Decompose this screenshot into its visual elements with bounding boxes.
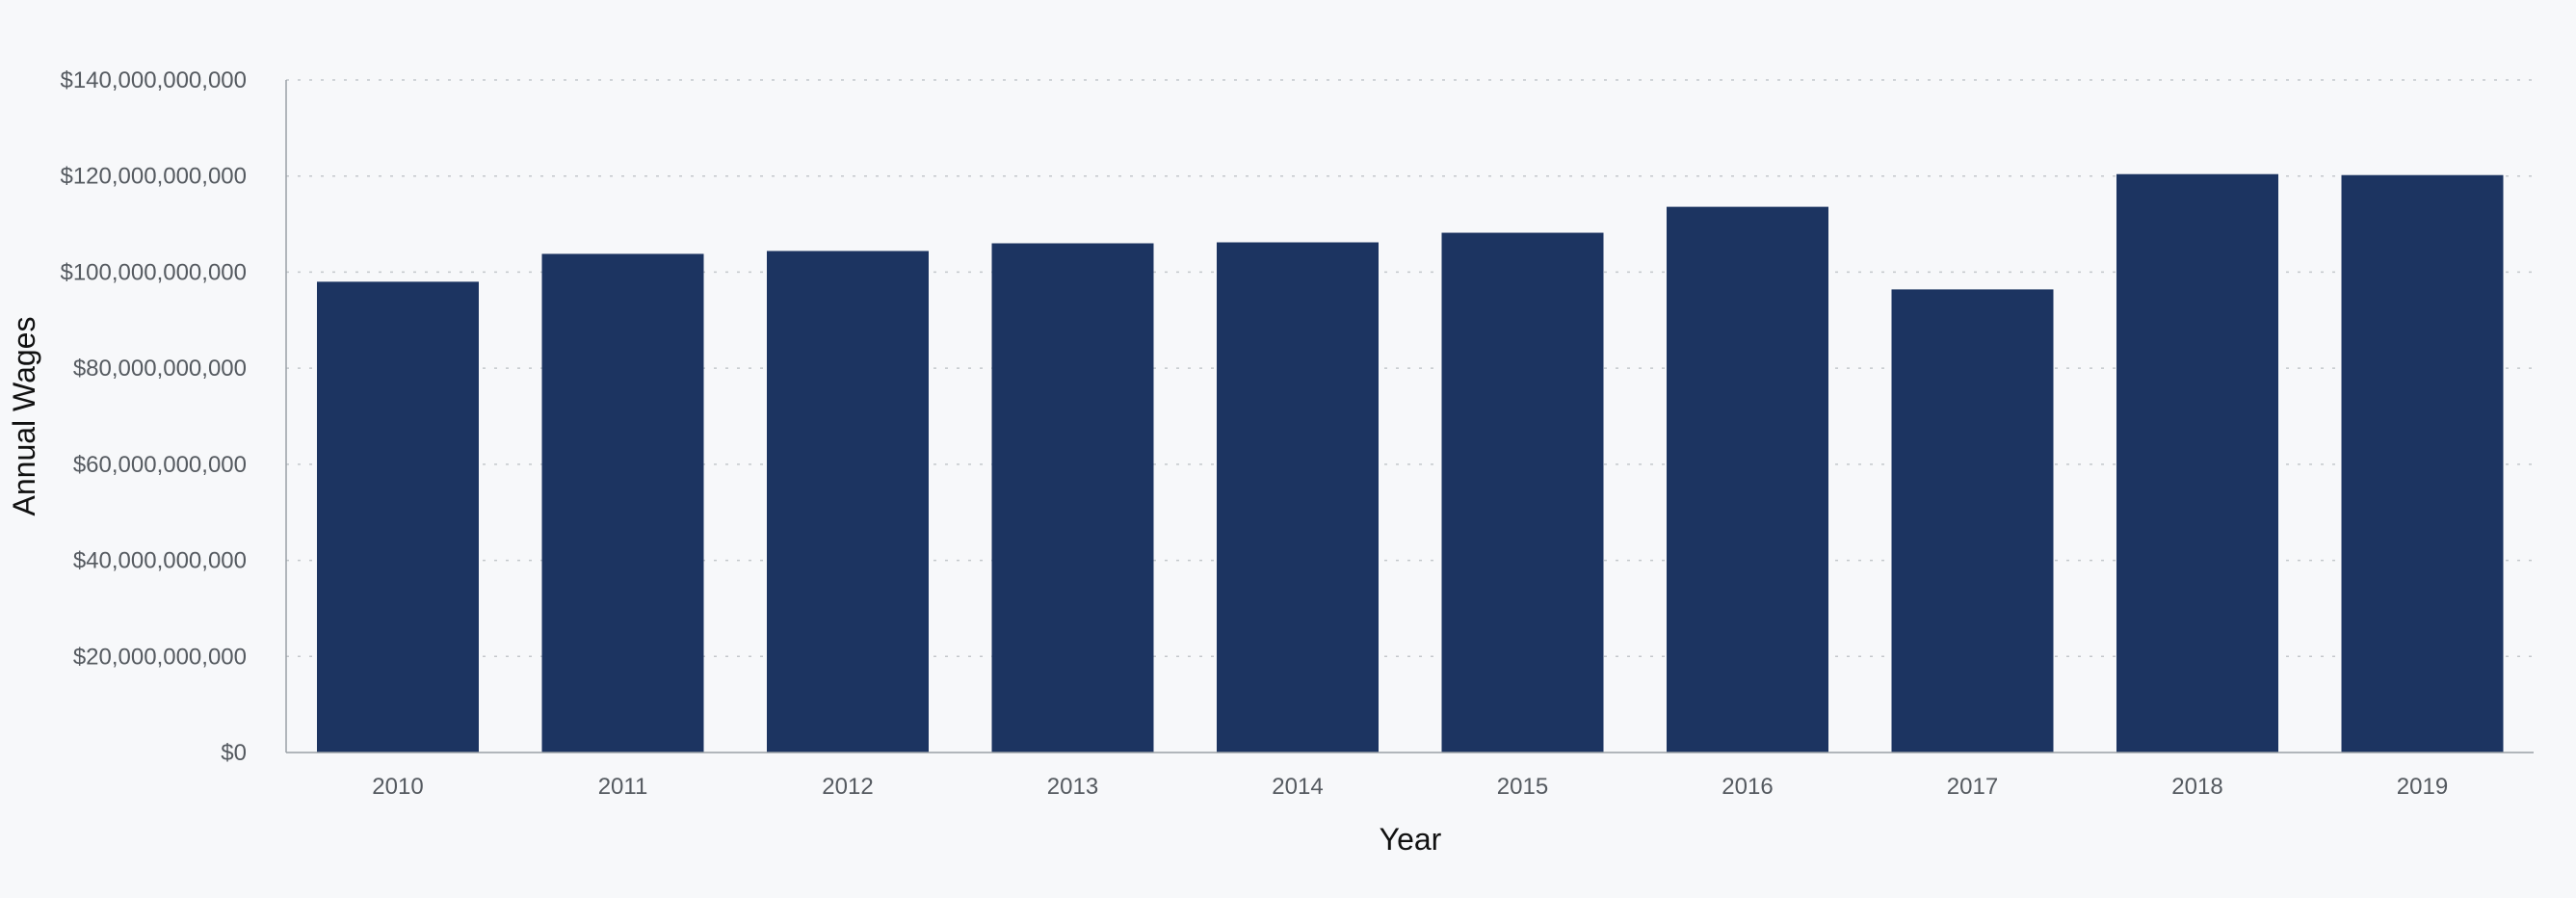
bar-2018[interactable] <box>2116 173 2278 753</box>
y-tick-label: $140,000,000,000 <box>60 67 247 93</box>
y-tick-label: $0 <box>221 740 247 766</box>
bar-2015[interactable] <box>1441 232 1604 753</box>
x-tick-label: 2016 <box>1722 774 1773 800</box>
bar-2012[interactable] <box>767 251 929 753</box>
bar-2014[interactable] <box>1217 242 1379 753</box>
y-tick-label: $120,000,000,000 <box>60 164 247 190</box>
bar-2017[interactable] <box>1891 289 2054 753</box>
bar-2013[interactable] <box>991 243 1154 753</box>
bar-2016[interactable] <box>1667 206 1828 753</box>
x-axis-title: Year <box>1380 822 1442 857</box>
x-tick-label: 2011 <box>598 774 648 800</box>
x-tick-labels: 2010 2011 2012 2013 2014 2015 2016 2017 2018 2019 <box>372 774 2448 800</box>
y-axis-title: Annual Wages <box>7 317 41 516</box>
bar-2010[interactable] <box>317 281 479 753</box>
y-tick-label: $40,000,000,000 <box>73 548 247 574</box>
x-tick-label: 2014 <box>1272 774 1323 800</box>
y-tick-label: $60,000,000,000 <box>73 452 247 478</box>
x-tick-label: 2013 <box>1047 774 1098 800</box>
x-tick-label: 2015 <box>1497 774 1548 800</box>
y-tick-label: $100,000,000,000 <box>60 259 247 285</box>
x-tick-label: 2019 <box>2397 774 2448 800</box>
bars <box>317 173 2504 753</box>
bar-2011[interactable] <box>541 253 704 753</box>
y-tick-label: $20,000,000,000 <box>73 644 247 670</box>
y-tick-labels: $0 $20,000,000,000 $40,000,000,000 $60,000,… <box>60 67 247 766</box>
x-tick-label: 2012 <box>822 774 873 800</box>
x-tick-label: 2018 <box>2171 774 2222 800</box>
y-tick-label: $80,000,000,000 <box>73 356 247 382</box>
x-tick-label: 2017 <box>1947 774 1998 800</box>
bar-2019[interactable] <box>2341 174 2504 753</box>
x-tick-label: 2010 <box>372 774 423 800</box>
axes <box>285 80 2534 753</box>
